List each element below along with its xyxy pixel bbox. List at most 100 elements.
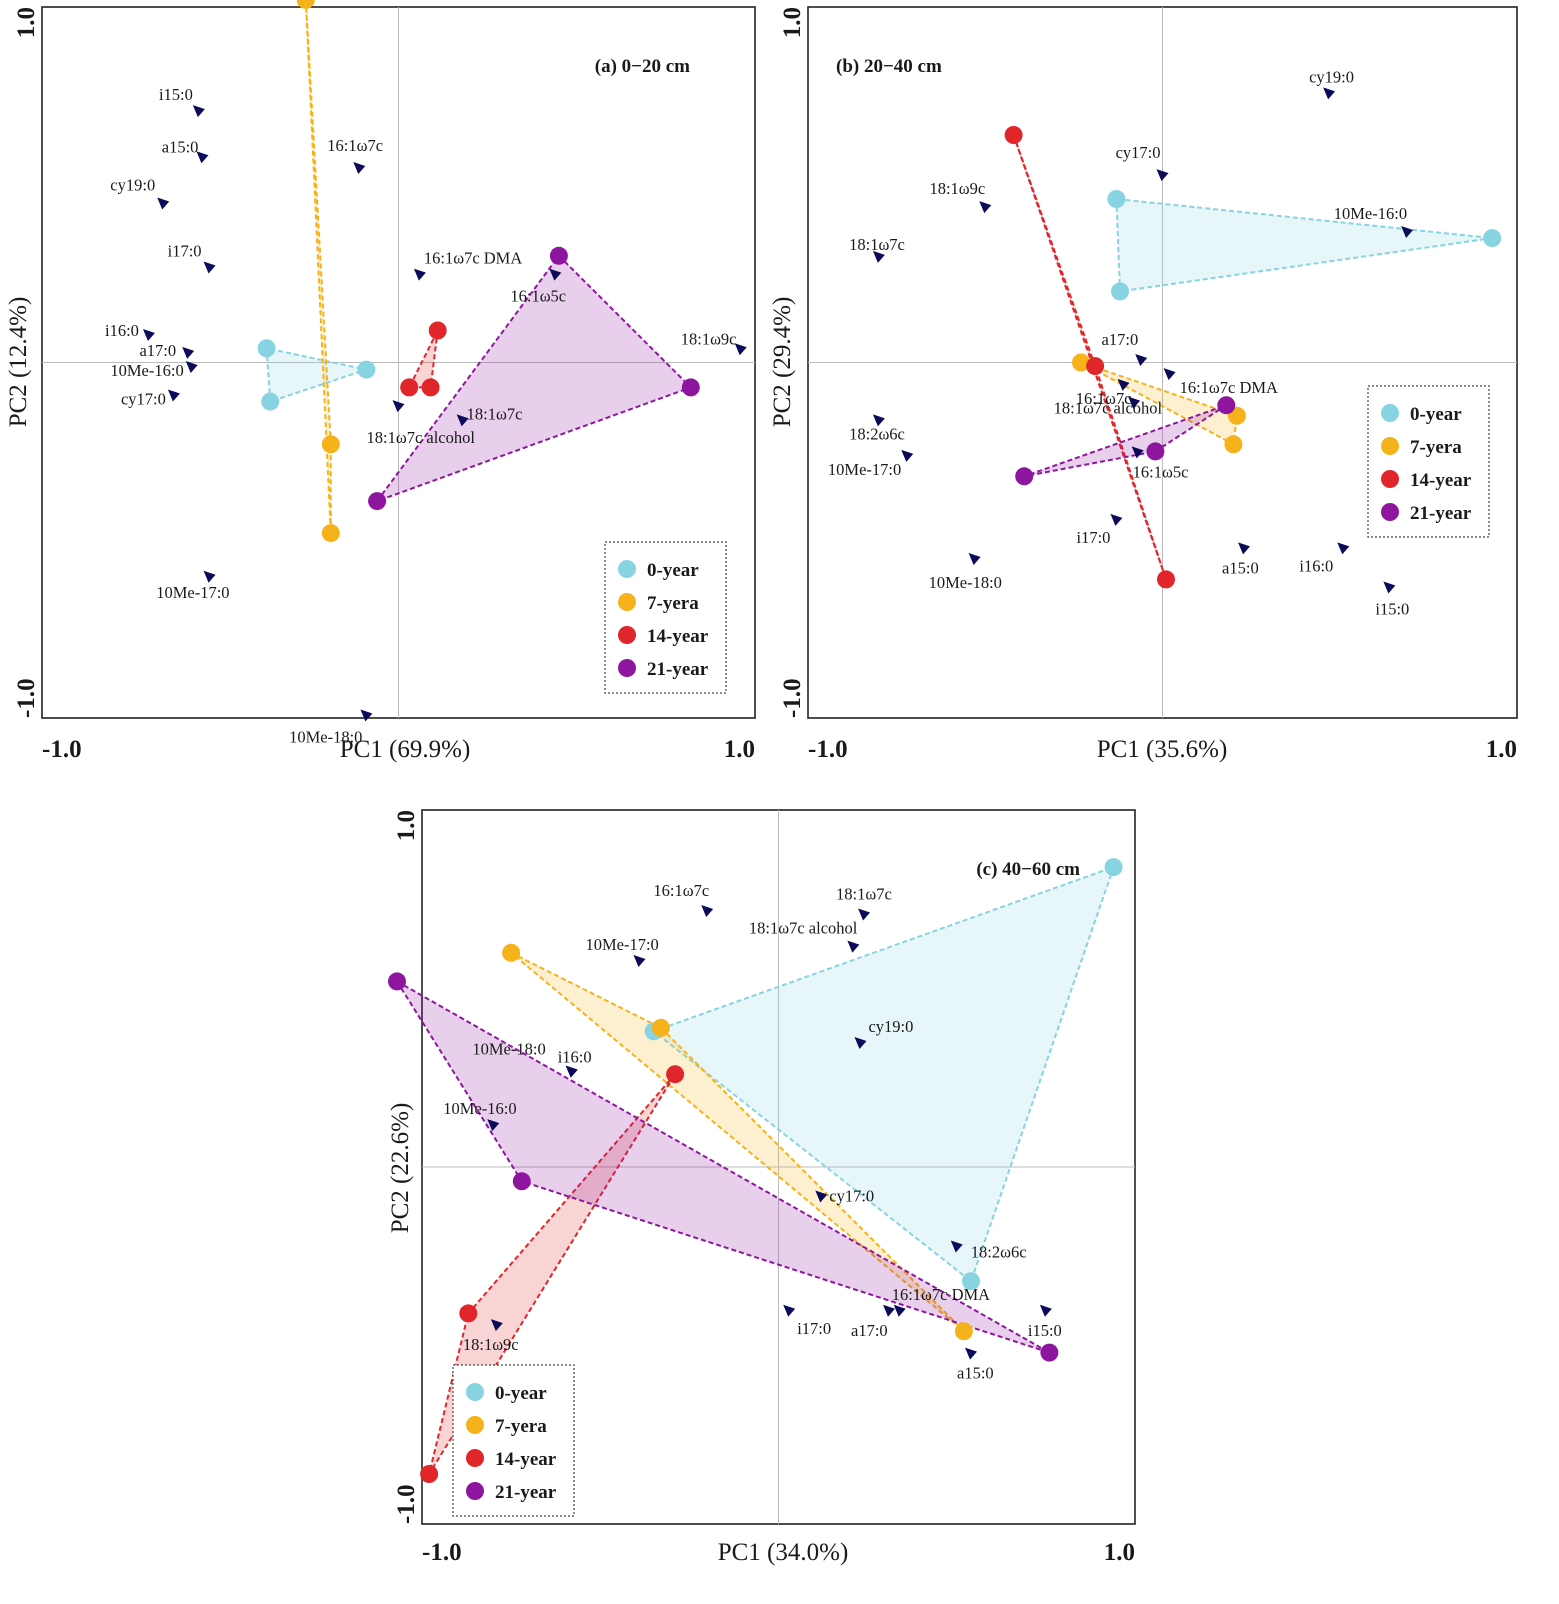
loading-arrow-16-1w5c [1131, 446, 1144, 459]
loading-label-i17-0: i17:0 [1076, 528, 1110, 547]
loading-label-cy17-0: cy17:0 [1116, 143, 1161, 162]
point-21-year-2 [1146, 442, 1165, 461]
loading-label-16-1w5c: 16:1ω5c [1133, 462, 1189, 481]
legend-label-21-year: 21-year [495, 1482, 557, 1503]
legend-label-14-year: 14-year [1410, 470, 1472, 491]
point-7-yera-2 [651, 1018, 670, 1037]
loading-arrow-cy19-0 [1323, 87, 1336, 100]
loading-arrow-a15-0 [965, 1347, 978, 1360]
y-axis-title: PC2 (22.6%) [387, 1103, 414, 1234]
loading-arrow-10me-17-0 [901, 449, 914, 462]
loading-arrow-18-1w7c-alcohol [847, 940, 860, 953]
loading-label-16-1w7c: 16:1ω7c [653, 881, 709, 900]
panel-c: 16:1ω7c 18:1ω7c 18:1ω7c alcohol 10Me-17:0 cy… [387, 809, 1136, 1566]
legend-swatch-14-year [1381, 470, 1399, 488]
point-21-year-1 [549, 246, 568, 265]
x-axis-title: PC1 (34.0%) [718, 1539, 849, 1566]
loading-label-a15-0: a15:0 [162, 137, 199, 156]
loading-label-16-1w7c: 16:1ω7c [327, 136, 383, 155]
legend-label-7-yera: 7-yera [1410, 437, 1462, 458]
legend: 0-year 7-yera 14-year 21-year [452, 1364, 575, 1517]
loading-label-10me-18-0: 10Me-18:0 [929, 573, 1002, 592]
loading-arrow-10me-16-0 [487, 1119, 500, 1132]
loading-label-i16-0: i16:0 [1299, 556, 1333, 575]
loading-label-a15-0: a15:0 [957, 1364, 994, 1383]
loading-arrow-i15-0 [192, 105, 205, 118]
point-7-yera-2 [321, 435, 340, 454]
loading-arrow-i15-0 [1039, 1304, 1052, 1317]
loading-label-16-1w7c: 16:1ω7c [1076, 389, 1132, 408]
loading-label-i17-0: i17:0 [797, 1319, 831, 1338]
legend-swatch-14-year [466, 1449, 484, 1467]
loading-label-a15-0: a15:0 [1222, 558, 1259, 577]
point-14-year-1 [428, 321, 447, 340]
loading-label-a17-0: a17:0 [851, 1321, 888, 1340]
point-14-year-2 [459, 1304, 478, 1323]
y-axis-title: PC2 (29.4%) [769, 297, 796, 428]
loading-arrow-16-1w7c [353, 161, 366, 174]
x-axis-title: PC1 (35.6%) [1097, 736, 1228, 763]
loading-arrow-i17-0 [203, 261, 216, 274]
x-tick-label: 1.0 [1486, 736, 1517, 763]
loading-arrow-16-1w7c-dma [413, 268, 426, 281]
loading-arrow-18-1w7c-alcohol [392, 400, 405, 413]
legend-swatch-7-yera [1381, 437, 1399, 455]
loading-arrow-18-1w7c [858, 908, 871, 921]
point-14-year-1 [1004, 126, 1023, 144]
loading-label-18-2w6c: 18:2ω6c [971, 1243, 1027, 1262]
loading-arrow-cy17-0 [1156, 169, 1169, 182]
hull-0-year [651, 865, 1116, 1283]
loading-label-10me-18-0: 10Me-18:0 [472, 1040, 545, 1059]
loading-arrow-a15-0 [1238, 542, 1251, 555]
loading-arrow-10me-17-0 [633, 954, 646, 967]
loading-arrow-i16-0 [1337, 542, 1350, 555]
legend-label-0-year: 0-year [647, 560, 699, 581]
loading-label-cy17-0: cy17:0 [121, 389, 166, 408]
point-21-year-3 [368, 492, 387, 511]
loading-label-10me-17-0: 10Me-17:0 [156, 583, 229, 602]
point-14-year-2 [421, 378, 440, 397]
loading-label-16-1w7c-dma: 16:1ω7c DMA [1180, 378, 1278, 397]
point-21-year-3 [1040, 1343, 1059, 1362]
loading-label-a17-0: a17:0 [139, 341, 176, 360]
panel-title: (c) 40−60 cm [976, 859, 1080, 880]
loading-arrow-16-1w5c [549, 268, 562, 281]
point-14-year-3 [400, 378, 419, 397]
loading-arrow-cy17-0 [815, 1190, 828, 1203]
hull-21-year [1023, 404, 1227, 478]
loading-arrow-16-1w7c [701, 904, 714, 917]
loading-arrow-18-1w9c [734, 343, 747, 356]
loading-label-10me-16-0: 10Me-16:0 [110, 361, 183, 380]
loading-arrow-10me-18-0 [360, 709, 373, 722]
loading-arrow-10me-17-0 [203, 570, 216, 583]
hull-14-year [428, 1073, 676, 1475]
y-tick-label: 1.0 [393, 810, 420, 841]
loading-label-18-1w7c: 18:1ω7c [836, 885, 892, 904]
point-0-year-3 [962, 1272, 980, 1291]
point-14-year-2 [1086, 357, 1105, 376]
loading-arrow-10me-16-0 [1401, 225, 1414, 238]
loading-arrow-18-1w9c [979, 201, 992, 214]
loading-label-18-1w7c-alcohol: 18:1ω7c alcohol [749, 919, 858, 938]
point-0-year-2 [1111, 282, 1129, 301]
legend-label-21-year: 21-year [647, 659, 709, 680]
loading-label-18-1w7c-alcohol: 18:1ω7c alcohol [367, 428, 476, 447]
legend-label-14-year: 14-year [495, 1449, 557, 1470]
loading-label-cy19-0: cy19:0 [1309, 67, 1354, 86]
hull-14-year [1012, 134, 1167, 580]
point-7-yera-3 [1224, 435, 1243, 454]
hull-0-year [265, 347, 371, 403]
legend: 0-year 7-yera 14-year 21-year [604, 541, 727, 694]
x-tick-label: 1.0 [1104, 1539, 1135, 1566]
point-7-yera-3 [321, 524, 340, 543]
point-7-yera-1 [502, 943, 521, 962]
loading-label-18-1w9c: 18:1ω9c [463, 1335, 519, 1354]
legend-swatch-21-year [1381, 503, 1399, 521]
point-21-year-3 [1015, 467, 1034, 486]
loading-label-18-1w9c: 18:1ω9c [929, 179, 985, 198]
point-0-year-2 [261, 392, 280, 411]
legend-swatch-0-year [618, 560, 636, 578]
loading-label-18-2w6c: 18:2ω6c [849, 424, 905, 443]
loading-label-18-1w7c-alcohol: 18:1ω7c alcohol [1054, 399, 1163, 418]
panel-a: i15:0 a15:0 16:1ω7c cy19:0 i17:0 16:1ω7c DMA 1… [5, 0, 756, 763]
